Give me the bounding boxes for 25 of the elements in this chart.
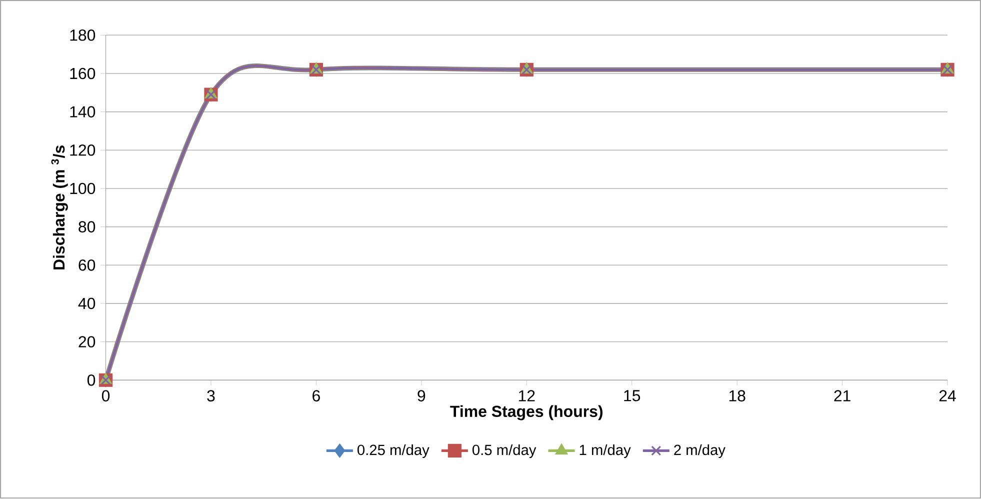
y-tick-label: 0 <box>87 374 96 386</box>
y-tick-label: 160 <box>70 68 96 80</box>
x-tick-label: 15 <box>624 390 640 402</box>
legend-label: 0.5 m/day <box>472 444 536 458</box>
y-tick-label: 180 <box>70 30 96 42</box>
y-tick-label: 120 <box>70 144 96 156</box>
y-axis-title: Discharge (m $^{3}$/s <box>51 146 68 270</box>
y-tick-label: 40 <box>78 298 96 310</box>
y-tick-label: 60 <box>78 260 96 272</box>
y-tick-label: 80 <box>78 221 96 233</box>
y-tick-label: 140 <box>70 106 96 118</box>
legend-label: 1 m/day <box>580 444 631 458</box>
x-tick-label: 18 <box>729 390 746 402</box>
x-tick-label: 24 <box>939 390 956 402</box>
y-tick-label: 20 <box>78 336 96 348</box>
y-tick-label: 100 <box>70 183 96 194</box>
x-axis-title: Time Stages (hours) <box>450 406 603 420</box>
legend-label: 0.25 m/day <box>358 444 430 458</box>
x-tick-label: 6 <box>312 390 320 402</box>
x-tick-label: 21 <box>834 390 850 402</box>
x-tick-label: 0 <box>102 390 110 402</box>
x-tick-label: 9 <box>418 390 426 402</box>
x-tick-label: 12 <box>518 390 535 402</box>
x-tick-label: 3 <box>207 390 215 402</box>
legend-label: 2 m/day <box>674 444 726 458</box>
